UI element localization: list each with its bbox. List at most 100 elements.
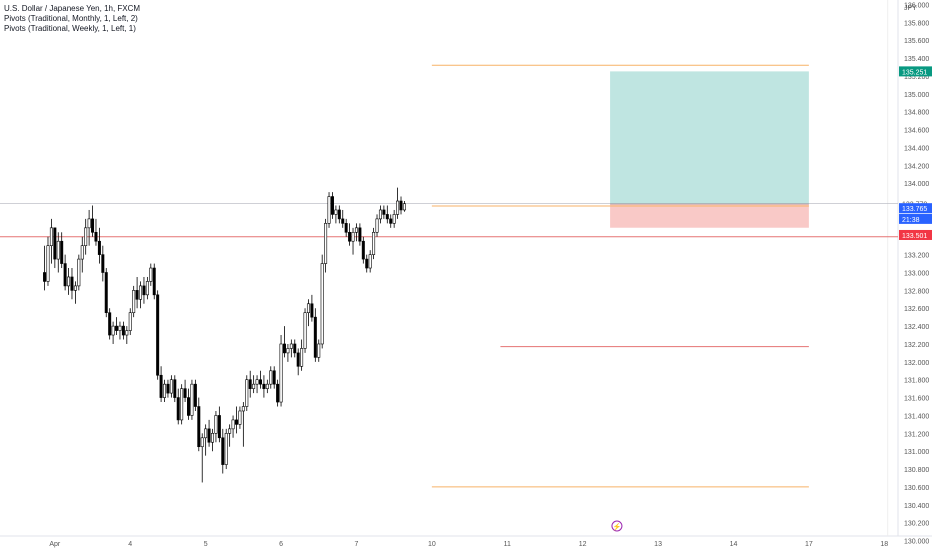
candle-body	[361, 240, 365, 260]
candle-body	[149, 267, 153, 282]
candle-body	[337, 209, 341, 220]
y-tick-label: 130.600	[904, 485, 929, 492]
y-tick-label: 134.000	[904, 181, 929, 188]
price-label-bg-target	[899, 66, 932, 77]
x-tick-label: Apr	[49, 541, 61, 548]
price-label-bg-price	[899, 203, 932, 214]
candle-body	[375, 218, 379, 233]
candle-body	[234, 419, 238, 425]
y-tick-label: 130.800	[904, 467, 929, 474]
candle-body	[272, 370, 276, 385]
candle-body	[159, 374, 163, 398]
candle-body	[334, 209, 338, 215]
candle-body	[56, 240, 60, 260]
candle-body	[187, 397, 191, 416]
y-tick-label: 130.400	[904, 503, 929, 510]
candle-body	[320, 263, 324, 345]
y-tick-label: 135.200	[904, 74, 929, 81]
candle-body	[269, 370, 273, 385]
y-tick-label: 130.000	[904, 539, 929, 546]
candle-body	[87, 218, 91, 229]
candle-body	[313, 316, 317, 358]
y-tick-label: 132.600	[904, 306, 929, 313]
candle-body	[183, 388, 187, 398]
candle-body	[180, 388, 184, 421]
price-label-bg-price	[899, 213, 932, 224]
long-position-stop-zone	[610, 203, 809, 228]
candle-body	[101, 254, 105, 273]
candle-body	[163, 383, 167, 398]
candle-body	[128, 312, 132, 331]
candle-body	[306, 303, 310, 314]
y-tick-label: 136.000	[904, 2, 929, 9]
candle-body	[348, 231, 352, 242]
candle-body	[396, 200, 400, 215]
y-tick-label: 134.400	[904, 145, 929, 152]
x-tick-label: 4	[128, 541, 132, 548]
currency-label: JPY	[904, 5, 917, 12]
event-marker-glyph: ⚡	[613, 522, 622, 531]
price-label-price: 21:38	[902, 217, 920, 224]
candle-body	[241, 406, 245, 412]
candle-body	[118, 325, 122, 331]
price-label-stop: 133.501	[902, 233, 927, 240]
candle-body	[176, 397, 180, 421]
candle-body	[303, 312, 307, 349]
candle-body	[276, 383, 280, 403]
x-tick-label: 6	[279, 541, 283, 548]
candle-body	[142, 285, 146, 296]
candle-body	[296, 352, 300, 367]
candle-body	[262, 383, 266, 389]
candle-body	[365, 258, 369, 269]
candle-body	[279, 343, 283, 403]
candle-body	[197, 406, 201, 448]
y-tick-label: 131.600	[904, 396, 929, 403]
pivot-weekly-indicator[interactable]: Pivots (Traditional, Weekly, 1, Left, 1)	[4, 24, 136, 33]
candle-body	[77, 258, 81, 287]
candle-body	[289, 343, 293, 349]
candle-body	[354, 227, 358, 233]
y-tick-label: 135.600	[904, 38, 929, 45]
y-tick-label: 135.000	[904, 92, 929, 99]
candle-body	[330, 196, 334, 215]
candle-body	[73, 285, 77, 291]
candle-body	[286, 348, 290, 354]
candle-body	[121, 325, 125, 336]
candle-body	[115, 325, 119, 331]
candle-body	[310, 303, 314, 318]
candle-body	[211, 433, 215, 443]
price-label-bg-stop	[899, 229, 932, 240]
long-position-target-zone	[610, 71, 809, 204]
y-tick-label: 134.200	[904, 163, 929, 170]
candle-body	[204, 428, 208, 439]
candle-body	[402, 203, 406, 211]
candle-body	[245, 379, 249, 407]
pivot-monthly-indicator[interactable]: Pivots (Traditional, Monthly, 1, Left, 2…	[4, 14, 138, 23]
candle-body	[385, 214, 389, 220]
y-tick-label: 134.800	[904, 110, 929, 117]
candle-body	[43, 272, 47, 282]
y-tick-label: 131.800	[904, 378, 929, 385]
candle-body	[399, 200, 403, 211]
candle-body	[378, 209, 382, 220]
candle-body	[145, 281, 149, 296]
candle-body	[53, 227, 57, 260]
candle-body	[252, 383, 256, 389]
candle-body	[324, 223, 328, 264]
candle-body	[132, 290, 136, 314]
y-tick-label: 130.200	[904, 521, 929, 528]
x-tick-label: 11	[504, 541, 511, 548]
candle-body	[258, 379, 262, 385]
candle-body	[166, 383, 170, 394]
candle-body	[265, 383, 269, 389]
chart-legend: U.S. Dollar / Japanese Yen, 1h, FXCM Piv…	[4, 4, 140, 34]
candle-body	[63, 263, 67, 287]
price-label-target: 135.251	[902, 69, 927, 76]
candle-body	[46, 245, 50, 282]
candle-body	[351, 231, 355, 242]
x-tick-label: 13	[654, 541, 662, 548]
y-tick-label: 131.000	[904, 449, 929, 456]
candle-body	[358, 227, 362, 242]
x-tick-label: 14	[730, 541, 738, 548]
